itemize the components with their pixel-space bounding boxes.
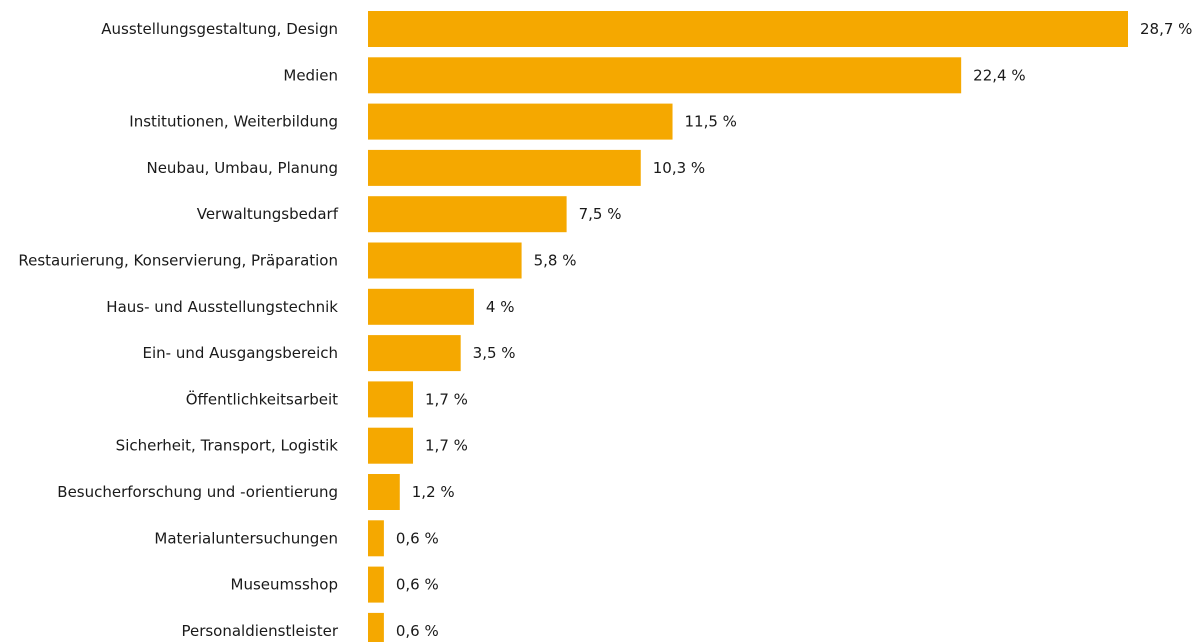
category-label: Haus- und Ausstellungstechnik — [106, 298, 338, 316]
bar — [368, 566, 384, 603]
bar — [368, 57, 962, 94]
value-label: 5,8 % — [534, 252, 577, 270]
value-label: 7,5 % — [579, 205, 622, 223]
bar — [368, 427, 414, 464]
bar — [368, 11, 1128, 47]
value-label: 10,3 % — [653, 159, 705, 177]
category-label: Institutionen, Weiterbildung — [129, 113, 338, 131]
value-label: 28,7 % — [1140, 20, 1192, 38]
bar — [368, 196, 567, 233]
bar — [368, 149, 641, 186]
bar — [368, 474, 400, 510]
category-label: Öffentlichkeitsarbeit — [186, 389, 338, 408]
value-label: 4 % — [486, 298, 515, 316]
bar — [368, 335, 461, 372]
value-label: 1,7 % — [425, 437, 468, 455]
value-label: 11,5 % — [685, 113, 737, 131]
category-label: Besucherforschung und -orientierung — [57, 483, 338, 501]
category-label: Materialuntersuchungen — [154, 529, 338, 547]
value-label: 22,4 % — [973, 66, 1025, 84]
bar — [368, 520, 384, 557]
category-label: Restaurierung, Konservierung, Präparatio… — [18, 252, 338, 270]
category-label: Sicherheit, Transport, Logistik — [116, 437, 339, 455]
category-label: Personaldienstleister — [181, 622, 338, 640]
category-label: Ausstellungsgestaltung, Design — [101, 20, 338, 38]
value-label: 1,2 % — [412, 483, 455, 501]
category-label: Medien — [283, 66, 338, 84]
value-label: 0,6 % — [396, 529, 439, 547]
category-labels-group: Ausstellungsgestaltung, Design Medien Inst… — [18, 20, 338, 640]
value-labels-group: 28,7 % 22,4 % 11,5 % 10,3 % 7,5 % 5,8 % 4 % 3,5… — [396, 20, 1193, 640]
bar — [368, 103, 673, 140]
value-label: 3,5 % — [473, 344, 516, 362]
category-label: Museumsshop — [231, 576, 338, 594]
bar — [368, 612, 384, 642]
category-label: Neubau, Umbau, Planung — [146, 159, 338, 177]
category-label: Verwaltungsbedarf — [197, 205, 339, 223]
value-label: 0,6 % — [396, 622, 439, 640]
value-label: 0,6 % — [396, 576, 439, 594]
bar — [368, 242, 522, 279]
category-label: Ein- und Ausgangsbereich — [142, 344, 338, 362]
value-label: 1,7 % — [425, 390, 468, 408]
bar — [368, 288, 474, 325]
bar — [368, 381, 414, 418]
bars-group — [368, 11, 1128, 642]
